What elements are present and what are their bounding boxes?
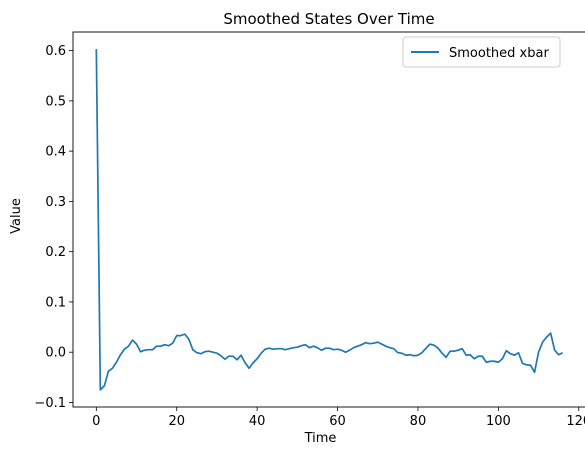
legend-box: [402, 36, 561, 68]
y-tick-label: −0.1: [34, 396, 66, 411]
x-tick-label: 120: [566, 414, 585, 429]
series-line-smoothed-xbar: [95, 49, 564, 391]
x-tick-label: 40: [249, 414, 266, 429]
y-tick-label: 0.0: [45, 346, 66, 361]
y-tick-label: 0.4: [45, 145, 66, 160]
chart-title: Smoothed States Over Time: [223, 10, 434, 28]
y-tick-label: 0.5: [45, 94, 66, 109]
x-tick-label: 60: [329, 414, 346, 429]
legend-label: Smoothed xbar: [449, 46, 549, 61]
x-tick-label: 20: [168, 414, 185, 429]
legend: Smoothed xbar: [402, 36, 561, 68]
y-axis: −0.1 0.0 0.1 0.2 0.3 0.4 0.5 0.6: [34, 44, 73, 411]
x-axis: 0 20 40 60 80 100 120: [92, 407, 585, 429]
plot-area: 0 20 40 60 80 100 120 −0.1 0.0 0.1 0.2 0.3 0.4 0.5 0.…: [34, 31, 585, 429]
x-axis-label: Time: [304, 431, 337, 446]
y-tick-label: 0.6: [45, 44, 66, 59]
x-tick-label: 80: [410, 414, 427, 429]
y-tick-label: 0.2: [45, 245, 66, 260]
y-axis-label: Value: [9, 198, 24, 234]
y-tick-label: 0.3: [45, 195, 66, 210]
plot-frame: [72, 31, 585, 408]
series-layer: [95, 49, 564, 391]
y-tick-label: 0.1: [45, 295, 66, 310]
x-tick-label: 0: [92, 414, 100, 429]
x-tick-label: 100: [486, 414, 511, 429]
